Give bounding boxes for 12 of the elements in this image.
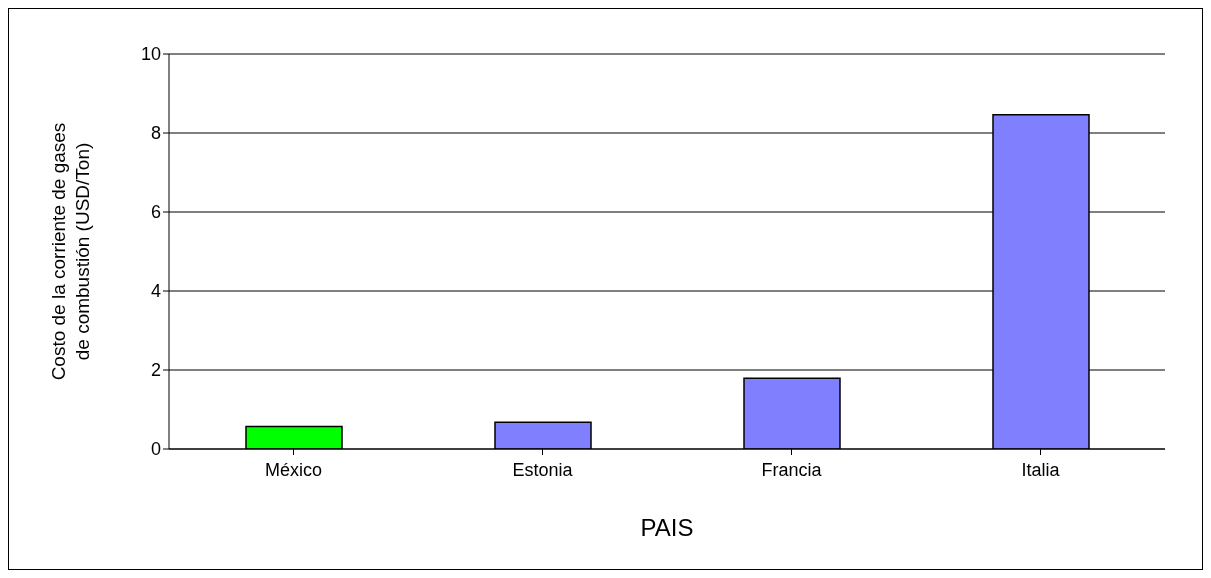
- x-axis-title: PAIS: [640, 514, 694, 542]
- y-tick-label: 8: [150, 123, 161, 144]
- y-tick-label: 6: [150, 202, 161, 223]
- y-tick-label: 2: [150, 360, 161, 381]
- x-tick-label: Italia: [1021, 459, 1061, 480]
- x-tick-label: Estonia: [512, 459, 574, 480]
- y-tick-label: 0: [150, 439, 161, 460]
- y-axis-title: Costo de la corriente de gases de combustión (USD/Ton): [48, 122, 93, 381]
- y-tick-label: 10: [140, 44, 161, 65]
- x-tick-label: México: [264, 459, 323, 480]
- x-tick-label: Francia: [761, 459, 823, 480]
- y-tick-label: 4: [150, 281, 161, 302]
